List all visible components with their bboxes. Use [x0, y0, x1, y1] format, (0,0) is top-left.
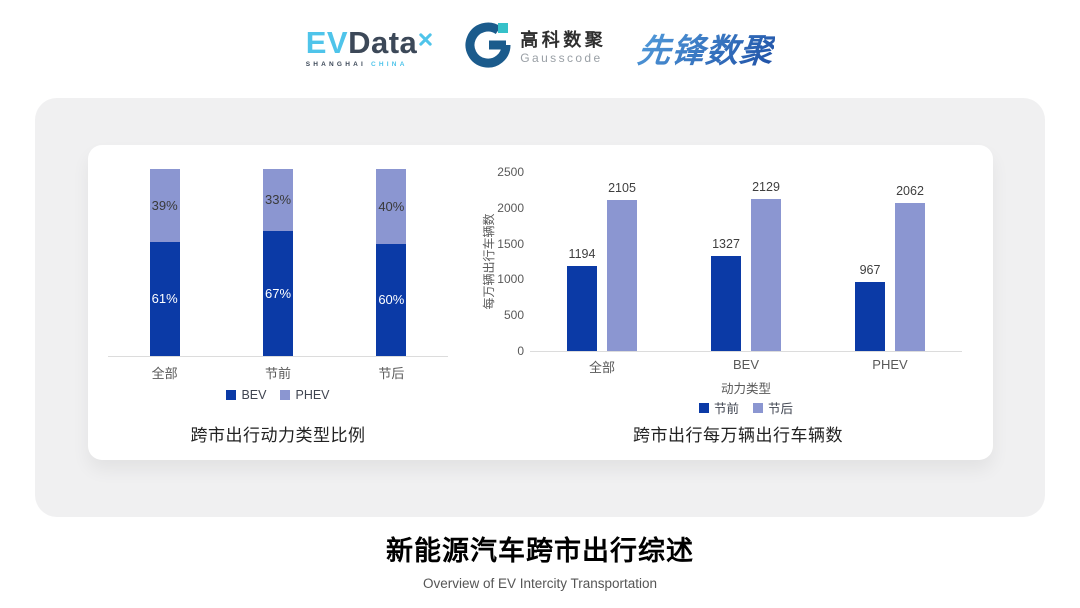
pinwheel-icon [418, 21, 433, 52]
bar-segment-s1-c2: 40% [376, 169, 407, 244]
category-label: PHEV [872, 357, 908, 372]
legend-swatch-icon [698, 402, 709, 413]
right-y-axis-label: 每万辆出行车辆数 [482, 213, 496, 310]
y-axis-tick-label: 2000 [497, 200, 524, 215]
charts-panel: 61% 39% 67% 33% 60% 40% 全部 节前 节后 BEV PHEV 跨市出行动力… [88, 145, 993, 460]
bar-value-label: 2105 [608, 181, 636, 196]
xianfeng-logo: 先锋数聚 [636, 24, 777, 72]
bar-segment-s0-c1: 67% [263, 230, 293, 356]
right-plot: 1194 2105 1327 2129 967 2062 [530, 172, 962, 352]
category-label: 节前 [264, 366, 291, 381]
legend-item-1: PHEV [280, 388, 330, 402]
bar-segment-s1-c0: 39% [149, 169, 180, 242]
category-label: 节后 [378, 366, 405, 381]
bar-s1-c1 [751, 198, 781, 351]
bar-value-label: 967 [859, 262, 881, 277]
bar-value-label: 2062 [896, 184, 924, 199]
gausscode-wordmark: 高科数聚 Gausscode [520, 31, 606, 64]
bar-s1-c2 [895, 203, 925, 351]
page-subtitle: Overview of EV Intercity Transportation [422, 576, 658, 591]
category-label: 全部 [588, 360, 615, 375]
bar-segment-value: 33% [264, 192, 292, 208]
right-category-row: 全部 BEV PHEV [530, 357, 962, 376]
bar-segment-value: 61% [151, 291, 178, 307]
right-x-axis-label: 动力类型 [720, 382, 771, 396]
legend-label: 节前 [713, 402, 739, 416]
bar-s0-c0 [567, 265, 597, 351]
g-mark-icon [465, 22, 511, 73]
evdata-china-text: CHINA [371, 60, 408, 68]
bar-segment-value: 67% [264, 285, 292, 301]
logo-header: EVData SHANGHAI CHINA 高科数聚 Gausscode 先锋数… [0, 22, 1080, 73]
bar-segment-value: 39% [151, 197, 178, 213]
footer: 新能源汽车跨市出行综述 Overview of EV Intercity Tra… [0, 529, 1080, 591]
bar-segment-value: 40% [378, 198, 405, 214]
bar-value-label: 1194 [568, 246, 596, 261]
left-plot: 61% 39% 67% 33% 60% 40% [108, 169, 448, 357]
bar-s0-c2 [855, 281, 885, 351]
right-legend: 节前 节后 [530, 398, 962, 417]
gausscode-en-text: Gausscode [520, 51, 603, 65]
bar-segment-value: 60% [378, 292, 405, 308]
evdata-tagline: SHANGHAI CHINA [305, 60, 434, 69]
report-card: 61% 39% 67% 33% 60% 40% 全部 节前 节后 BEV PHEV 跨市出行动力… [35, 98, 1045, 517]
right-chart-title: 跨市出行每万辆出行车辆数 [633, 426, 843, 445]
legend-item-0: 节前 [698, 398, 739, 417]
bar-s1-c0 [607, 200, 637, 351]
legend-label: 节后 [768, 402, 794, 416]
left-chart-title: 跨市出行动力类型比例 [190, 426, 366, 445]
bar-s0-c1 [711, 256, 741, 351]
stacked-bar-chart: 61% 39% 67% 33% 60% 40% 全部 节前 节后 BEV PHEV 跨市出行动力… [88, 145, 463, 460]
evdata-ev-text: EV [305, 24, 349, 60]
y-axis-tick-label: 1500 [497, 236, 524, 251]
evdata-wordmark: EVData [306, 27, 434, 58]
category-label: 全部 [151, 366, 178, 381]
left-legend: BEV PHEV [108, 388, 448, 402]
legend-item-0: BEV [226, 388, 266, 402]
left-category-row: 全部 节前 节后 [108, 363, 448, 382]
grouped-bar-chart: 每万辆出行车辆数 1194 2105 1327 2129 967 2062 全部 BEV PH… [463, 145, 993, 460]
legend-label: PHEV [295, 388, 330, 402]
y-axis-tick-label: 0 [517, 344, 524, 358]
evdata-logo: EVData SHANGHAI CHINA [306, 27, 434, 69]
legend-swatch-icon [226, 390, 237, 400]
y-axis-tick-label: 2500 [497, 165, 524, 179]
bar-value-label: 2129 [752, 179, 780, 194]
bar-segment-s0-c0: 61% [149, 241, 180, 356]
category-label: BEV [732, 357, 759, 372]
gausscode-logo: 高科数聚 Gausscode [465, 22, 606, 73]
bar-segment-s0-c2: 60% [376, 243, 407, 356]
gausscode-cn-text: 高科数聚 [520, 30, 607, 50]
bar-segment-s1-c1: 33% [263, 169, 293, 231]
legend-swatch-icon [753, 402, 763, 413]
evdata-data-text: Data [348, 24, 418, 60]
y-axis-tick-label: 1000 [497, 272, 524, 287]
evdata-shanghai-text: SHANGHAI [305, 60, 366, 68]
legend-item-1: 节后 [753, 398, 793, 417]
bar-value-label: 1327 [712, 237, 740, 251]
legend-swatch-icon [280, 390, 291, 400]
y-axis-tick-label: 500 [503, 308, 524, 323]
legend-label: BEV [241, 388, 267, 402]
page-title: 新能源汽车跨市出行综述 [386, 536, 694, 566]
